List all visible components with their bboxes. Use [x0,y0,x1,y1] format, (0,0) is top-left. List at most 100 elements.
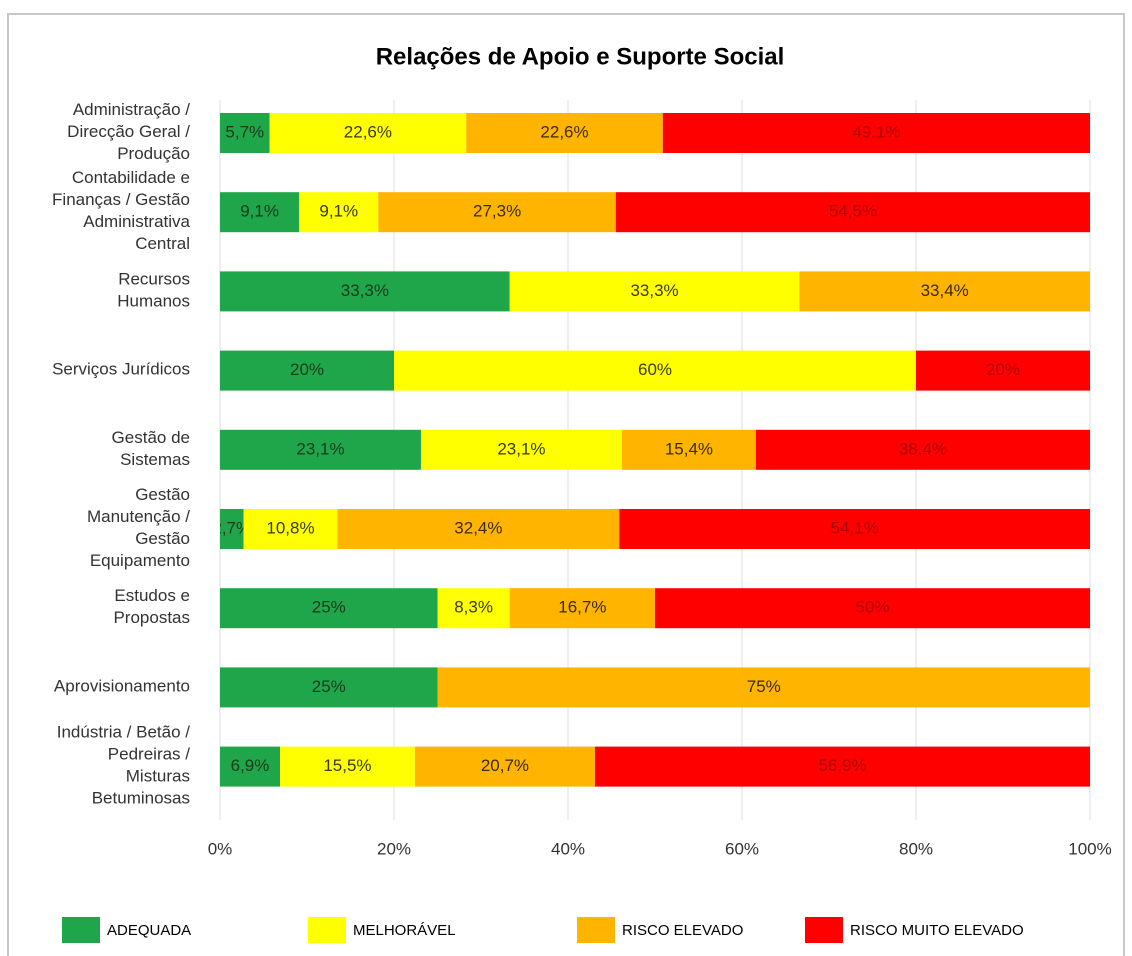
legend-label: RISCO MUITO ELEVADO [850,922,1024,939]
category-line: Contabilidade e [72,169,190,188]
x-tick-label: 100% [1068,839,1111,858]
legend-label: MELHORÁVEL [353,922,456,939]
category-line: Serviços Jurídicos [52,360,190,379]
data-label: 22,6% [540,122,588,141]
data-label: 54,1% [831,518,879,537]
category-label: Recursos Humanos [117,270,190,311]
bar-segment [621,429,756,470]
category-label: Gestão Manutenção / Gestão Equipamento [87,485,190,570]
data-label: 50% [855,598,889,617]
bar-segment [220,429,421,470]
category-line: Aprovisionamento [54,677,190,696]
bar-segment [337,509,620,549]
bar-segment [437,588,510,629]
data-label: 33,3% [630,281,678,300]
bar-segment [220,350,394,391]
frame [7,13,1125,956]
category-line: Sistemas [120,450,190,469]
category-label: Aprovisionamento [54,677,190,696]
data-label: 27,3% [473,202,521,221]
category-label: Serviços Jurídicos [52,360,190,379]
bar-segment [799,271,1090,312]
bar-segment [269,113,467,153]
category-line: Equipamento [90,551,190,570]
data-label: 75% [747,677,781,696]
data-label: 54,5% [829,202,877,221]
category-line: Recursos [118,270,190,289]
x-tick-label: 0% [208,839,233,858]
data-label: 6,9% [231,756,270,775]
category-label: Administração / Direcção Geral / Produção [67,100,190,163]
bar-segment [394,350,916,391]
bar-segment [594,746,1090,787]
category-line: Administrativa [83,213,190,232]
data-label: 33,4% [921,281,969,300]
data-label: 16,7% [558,598,606,617]
bar-segment [299,192,379,233]
data-label: 9,1% [319,202,358,221]
bar-segment [655,588,1090,629]
bar-segment [662,113,1090,153]
category-line: Finanças / Gestão [52,191,190,210]
category-line: Pedreiras / [108,745,190,764]
data-label: 32,4% [454,518,502,537]
bar-segment [280,746,415,787]
data-label: 23,1% [497,439,545,458]
data-label: 9,1% [240,202,279,221]
bar-segment [220,113,270,153]
data-label: 15,5% [323,756,371,775]
legend-label: RISCO ELEVADO [622,922,743,939]
data-label: 38,4% [899,439,947,458]
data-label: 25% [312,677,346,696]
data-label: 20,7% [481,756,529,775]
category-line: Produção [117,144,190,163]
category-line: Betuminosas [92,789,190,808]
bar-segment [916,350,1090,391]
data-label: 10,8% [266,518,314,537]
bar-segment [509,271,800,312]
category-line: Misturas [126,767,190,786]
data-label: 25% [312,598,346,617]
bar-segment [414,746,595,787]
legend-swatch [577,917,615,943]
category-line: Propostas [113,609,190,628]
category-line: Indústria / Betão / [57,723,191,742]
x-tick-label: 60% [725,839,759,858]
data-label: 33,3% [341,281,389,300]
data-label: 20% [290,360,324,379]
category-line: Gestão [135,485,190,504]
data-label: 56,9% [818,756,866,775]
bar-segment [755,429,1090,470]
category-line: Manutenção / [87,507,190,526]
category-label: Indústria / Betão / Pedreiras / Misturas Be… [57,723,191,808]
category-line: Estudos e [114,587,190,606]
category-label: Gestão de Sistemas [112,428,190,469]
category-label: Contabilidade e Finanças / Gestão Administ… [52,169,191,254]
data-label: 22,6% [344,122,392,141]
legend-swatch [308,917,346,943]
bar-segment [220,746,281,787]
category-line: Gestão de [112,428,190,447]
category-line: Gestão [135,529,190,548]
bar-segment [619,509,1090,549]
bar-segment [615,192,1090,233]
bar-segment [243,509,338,549]
category-line: Humanos [117,292,190,311]
category-line: Central [135,235,190,254]
chart-title: Relações de Apoio e Suporte Social [376,43,785,70]
data-label: 5,7% [225,122,264,141]
data-label: 15,4% [665,439,713,458]
bar-segment [378,192,616,233]
category-line: Administração / [73,100,190,119]
bar-segment [220,271,510,312]
legend-label: ADEQUADA [107,922,191,939]
bar-segment [220,509,244,549]
category-line: Direcção Geral / [67,122,190,141]
data-label: 2,7% [212,518,251,537]
bar-segment [220,192,300,233]
bar-segment [220,588,438,629]
category-label: Estudos e Propostas [113,587,190,628]
data-label: 49,1% [852,122,900,141]
data-label: 60% [638,360,672,379]
